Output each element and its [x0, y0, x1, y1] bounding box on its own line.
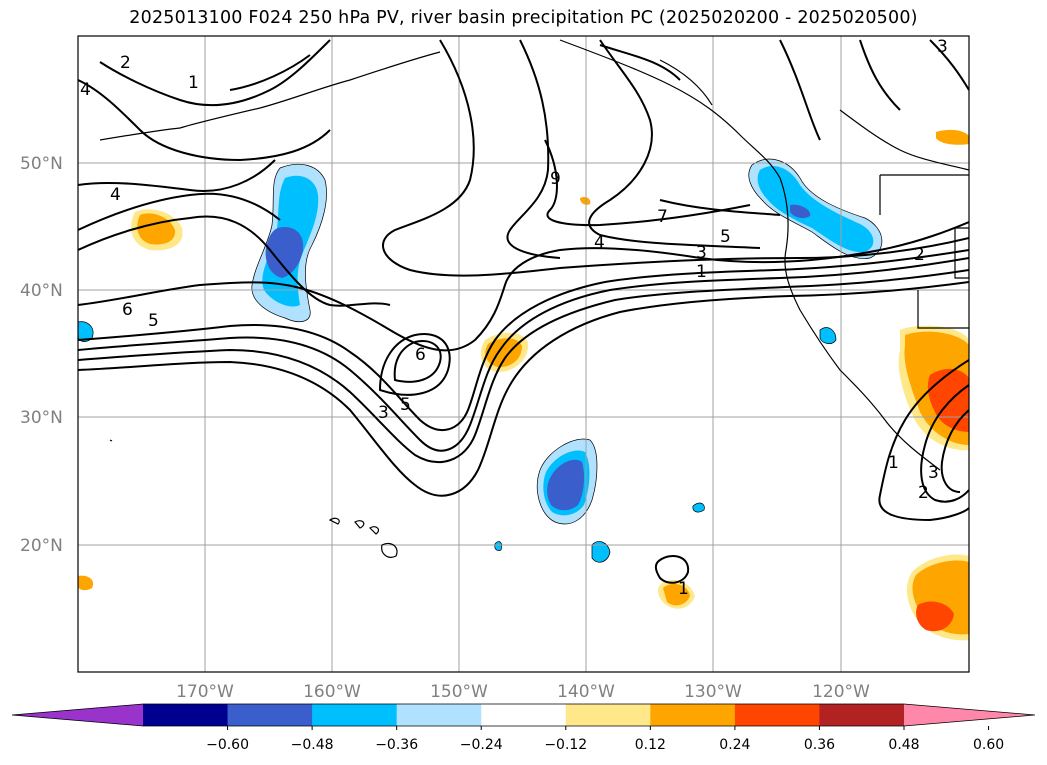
contour-label: 6	[122, 300, 133, 320]
orange-anomaly-7	[78, 575, 94, 591]
orange-anomaly-5-core	[663, 583, 690, 606]
blue-anomaly-small-5	[494, 541, 502, 551]
map-area: 2 1 4 6 5 6 3 5 9 7 4 3 5 1 2 1 3 2 1 3 …	[78, 36, 969, 672]
blue-anomaly-small-1	[591, 541, 611, 563]
colorbar-segment	[227, 704, 313, 726]
lon-label: 120°W	[812, 682, 870, 702]
blue-anomaly-central-core	[547, 459, 585, 511]
colorbar-tick-label: −0.48	[291, 737, 334, 753]
contour-label: 1	[888, 453, 899, 473]
colorbar-tick-label: 0.24	[719, 737, 750, 753]
colorbar-segment	[396, 704, 482, 726]
pv-contours	[78, 39, 969, 584]
colorbar-tick-label: 0.48	[888, 737, 919, 753]
red-anomaly-4	[916, 601, 954, 632]
contour-label: 3	[696, 243, 707, 263]
colorbar-segment	[143, 704, 229, 726]
lon-labels: 170°W 160°W 150°W 140°W 130°W 120°W	[176, 682, 870, 702]
contour-label: 1	[696, 262, 707, 282]
lat-label: 50°N	[20, 154, 63, 174]
gridlines	[78, 36, 969, 672]
colorbar-extend-high	[904, 704, 1035, 726]
orange-anomaly-8	[580, 196, 591, 205]
blue-anomaly-nw-core	[265, 226, 304, 278]
contour-label: 9	[550, 169, 561, 189]
contour-label: 4	[110, 185, 121, 205]
contour-label: 2	[918, 483, 929, 503]
lon-label: 160°W	[303, 682, 361, 702]
contour-label: 6	[415, 345, 426, 365]
colorbar-segment	[734, 704, 820, 726]
colorbar-tick-label: 0.60	[973, 737, 1004, 753]
colorbar-outline	[11, 703, 1036, 727]
lat-label: 40°N	[20, 281, 63, 301]
contour-labels: 2 1 4 6 5 6 3 5 9 7 4 3 5 1 2 1 3 2 1 3 …	[80, 37, 948, 599]
contour-label: 5	[148, 311, 159, 331]
blue-anomaly-coast-mid	[757, 165, 874, 253]
colorbar-segment	[650, 704, 736, 726]
colorbar-tick-label: 0.12	[635, 737, 666, 753]
lat-label: 20°N	[20, 536, 63, 556]
contour-label: 5	[720, 227, 731, 247]
map-frame	[77, 35, 970, 673]
colorbar-tick-label: −0.12	[544, 737, 587, 753]
contour-label: 3	[378, 403, 389, 423]
lon-label: 140°W	[557, 682, 615, 702]
colorbar: −0.60 −0.48 −0.36 −0.24 −0.12 0.12 0.24 0.36 0.4…	[11, 703, 1036, 753]
blue-anomaly-coast-core	[790, 204, 811, 219]
contour-label: 2	[120, 53, 131, 73]
colorbar-segment	[312, 704, 398, 726]
colorbar-tick-label: −0.24	[460, 737, 503, 753]
colorbar-segment	[819, 704, 905, 726]
colorbar-segment	[565, 704, 651, 726]
orange-anomaly-6	[936, 129, 969, 145]
lon-label: 150°W	[430, 682, 488, 702]
colorbar-tick-label: 0.36	[804, 737, 835, 753]
contour-label: 2	[914, 245, 925, 265]
contour-label: 4	[594, 233, 605, 253]
blue-anomaly-small-4	[692, 502, 705, 513]
contour-label: 4	[80, 80, 91, 100]
contour-label: 7	[657, 207, 668, 227]
colorbar-extend-low	[12, 704, 143, 726]
map-title: 2025013100 F024 250 hPa PV, river basin …	[129, 8, 918, 28]
coastlines	[99, 39, 969, 558]
lat-label: 30°N	[20, 408, 63, 428]
contour-label: 3	[928, 463, 939, 483]
lon-label: 170°W	[176, 682, 234, 702]
contour-label: 1	[188, 73, 199, 93]
blue-anomaly-small-3	[819, 327, 837, 344]
colorbar-tick-label: −0.60	[206, 737, 249, 753]
lon-label: 130°W	[684, 682, 742, 702]
lat-labels: 50°N 40°N 30°N 20°N	[20, 154, 63, 556]
colorbar-segment	[481, 704, 567, 726]
contour-label: 3	[937, 37, 948, 57]
colorbar-tick-label: −0.36	[375, 737, 418, 753]
contour-label: 1	[678, 579, 689, 599]
contour-label: 5	[400, 395, 411, 415]
